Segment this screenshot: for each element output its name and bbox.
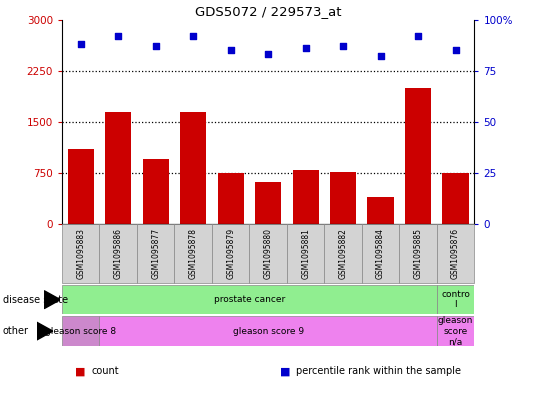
Bar	[250, 224, 287, 283]
Bar	[287, 224, 324, 283]
Bar	[105, 112, 132, 224]
Point	[339, 43, 348, 50]
Bar	[62, 224, 100, 283]
Text: GSM1095886: GSM1095886	[114, 228, 123, 279]
Point	[376, 53, 385, 60]
Text: GSM1095881: GSM1095881	[301, 228, 310, 279]
Point	[301, 45, 310, 51]
Text: ■: ■	[75, 366, 86, 376]
Bar	[437, 224, 474, 283]
Polygon shape	[37, 322, 53, 340]
Bar	[255, 182, 281, 224]
Text: GSM1095884: GSM1095884	[376, 228, 385, 279]
Bar	[399, 224, 437, 283]
Bar	[143, 159, 169, 224]
Text: gleason
score
n/a: gleason score n/a	[438, 316, 473, 346]
Text: gleason score 8: gleason score 8	[45, 327, 116, 336]
Text: gleason score 9: gleason score 9	[233, 327, 303, 336]
Bar	[324, 224, 362, 283]
Text: percentile rank within the sample: percentile rank within the sample	[296, 366, 461, 376]
Bar	[443, 173, 469, 224]
Text: GSM1095876: GSM1095876	[451, 228, 460, 279]
Text: other: other	[3, 326, 29, 336]
Bar	[293, 169, 319, 224]
Title: GDS5072 / 229573_at: GDS5072 / 229573_at	[195, 6, 341, 18]
Bar	[437, 316, 474, 346]
Bar	[67, 149, 94, 224]
Point	[264, 51, 273, 57]
Bar	[180, 112, 206, 224]
Bar	[362, 224, 399, 283]
Text: GSM1095885: GSM1095885	[413, 228, 423, 279]
Text: ■: ■	[280, 366, 291, 376]
Point	[451, 47, 460, 53]
Point	[189, 33, 197, 39]
Point	[77, 41, 85, 47]
Bar	[218, 173, 244, 224]
Text: GSM1095879: GSM1095879	[226, 228, 235, 279]
Bar	[175, 224, 212, 283]
Bar	[62, 316, 100, 346]
Bar	[137, 224, 175, 283]
Bar	[100, 316, 437, 346]
Text: count: count	[92, 366, 119, 376]
Point	[226, 47, 235, 53]
Text: GSM1095878: GSM1095878	[189, 228, 198, 279]
Text: GSM1095880: GSM1095880	[264, 228, 273, 279]
Text: GSM1095882: GSM1095882	[338, 228, 348, 279]
Bar	[212, 224, 250, 283]
Point	[151, 43, 160, 50]
Text: GSM1095877: GSM1095877	[151, 228, 160, 279]
Polygon shape	[44, 291, 60, 309]
Text: GSM1095883: GSM1095883	[76, 228, 85, 279]
Text: contro
l: contro l	[441, 290, 470, 309]
Bar	[437, 285, 474, 314]
Bar	[368, 197, 393, 224]
Bar	[405, 88, 431, 224]
Text: prostate cancer: prostate cancer	[214, 295, 285, 304]
Point	[414, 33, 423, 39]
Bar	[100, 224, 137, 283]
Text: disease state: disease state	[3, 295, 68, 305]
Bar	[330, 172, 356, 224]
Point	[114, 33, 122, 39]
